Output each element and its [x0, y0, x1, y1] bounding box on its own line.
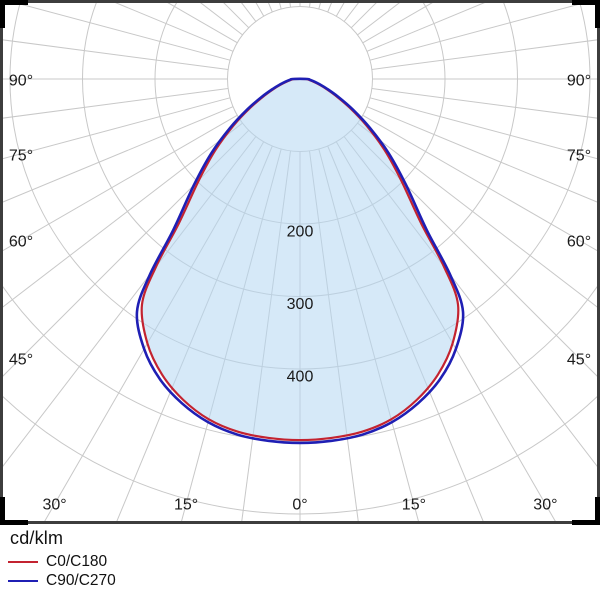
grid-spoke [350, 2, 378, 29]
angle-tick-label-left: 45° [9, 352, 33, 369]
angle-tick-label-right: 75° [567, 147, 591, 164]
legend-title: cd/klm [10, 528, 64, 548]
plot-border [0, 0, 600, 524]
polar-chart: 90° 90° 75° 75° 60° 60° 45° 45° 30° 15° 0° 15° 30° 20… [0, 0, 600, 525]
legend-label-c90-c270: C90/C270 [46, 571, 116, 589]
grid-spoke [2, 114, 238, 252]
grid-spoke [369, 97, 598, 160]
intensity-curves [135, 77, 465, 445]
legend-item-c0-c180: C0/C180 [8, 552, 116, 571]
angle-tick-label-left: 90° [9, 73, 33, 90]
corner-marks [0, 0, 600, 525]
angle-tick-label-bottom: 15° [402, 497, 426, 514]
legend: C0/C180 C90/C270 [8, 552, 116, 590]
legend-item-c90-c270: C90/C270 [8, 571, 116, 590]
radial-tick-label: 400 [287, 369, 314, 386]
grid-spoke [366, 2, 487, 52]
angle-tick-label-right: 60° [567, 234, 591, 251]
legend-label-c0-c180: C0/C180 [46, 552, 108, 570]
curve-c90-c270 [135, 77, 465, 445]
grid-spoke [366, 106, 598, 203]
grid-spoke [357, 122, 598, 308]
angle-tick-label-bottom: 30° [533, 497, 557, 514]
corner-mark-bottom-right [572, 497, 600, 525]
grid-spoke [2, 88, 229, 119]
corner-mark-top-left [0, 0, 28, 28]
grid-spoke [12, 2, 231, 61]
grid-spoke [2, 122, 243, 308]
grid-spoke [166, 2, 238, 44]
radial-tick-label: 300 [287, 296, 314, 313]
angle-tick-label-left: 60° [9, 234, 33, 251]
angle-tick-label-left: 75° [9, 147, 33, 164]
legend-line-swatch-red [8, 560, 38, 563]
angle-tick-label-bottom: 15° [174, 497, 198, 514]
grid-spoke [362, 2, 434, 44]
grid-spoke [113, 2, 234, 52]
legend-line-swatch-blue [8, 579, 38, 582]
axis-labels: 90° 90° 75° 75° 60° 60° 45° 45° 30° 15° 0° 15° 30° 20… [9, 73, 591, 514]
grid-spoke [362, 114, 598, 252]
grid-spoke [222, 2, 250, 29]
grid-spoke [369, 2, 588, 61]
grid-spoke [2, 39, 229, 70]
grid-spoke [240, 2, 257, 22]
grid-spoke [2, 106, 234, 203]
corner-mark-bottom-left [0, 497, 28, 525]
curve-c0-c180 [140, 77, 460, 442]
angle-tick-label-right: 45° [567, 352, 591, 369]
radial-tick-label: 200 [287, 224, 314, 241]
angle-tick-label-bottom: 0° [292, 497, 307, 514]
angle-tick-label-bottom: 30° [42, 497, 66, 514]
grid-spoke [371, 39, 598, 70]
angle-tick-label-right: 90° [567, 73, 591, 90]
grid-spoke [343, 2, 360, 22]
corner-mark-top-right [572, 0, 600, 28]
grid-spoke [371, 88, 598, 119]
grid-spoke [2, 97, 231, 160]
